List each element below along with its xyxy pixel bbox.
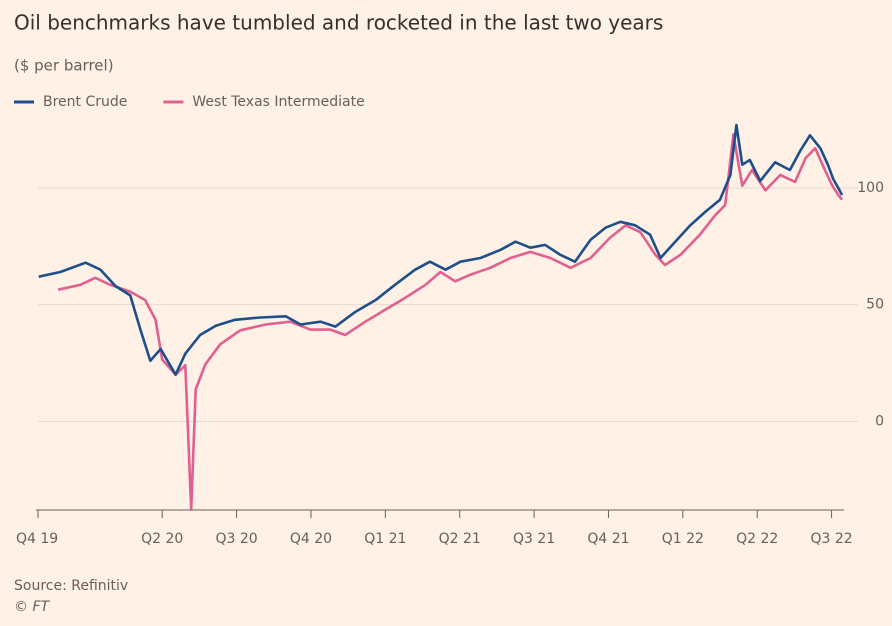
y-tick-label: 100 [857, 180, 884, 196]
plot [38, 123, 844, 511]
x-tick-label: Q2 22 [736, 531, 778, 547]
x-tick-label: Q2 21 [439, 531, 481, 547]
legend: Brent Crude West Texas Intermediate [14, 94, 365, 110]
axes: 0 50 100 Q4 19 Q2 20 Q3 20 Q4 20 Q1 21 Q2 21 Q3 2… [16, 180, 884, 547]
y-tick-label: 0 [875, 413, 884, 429]
credit: © FT [14, 599, 51, 615]
grid [38, 187, 858, 422]
x-tick-label: Q4 21 [587, 531, 629, 547]
x-tick-label: Q4 20 [290, 531, 332, 547]
x-tick-label: Q4 19 [16, 531, 58, 547]
x-tick-label: Q1 21 [364, 531, 406, 547]
x-tick-label: Q1 22 [662, 531, 704, 547]
x-tick-label: Q3 21 [513, 531, 555, 547]
y-tick-label: 50 [866, 297, 884, 313]
series-line [57, 133, 844, 511]
chart-subtitle: ($ per barrel) [14, 57, 114, 75]
legend-label: West Texas Intermediate [192, 94, 364, 110]
x-tick-label: Q3 20 [215, 531, 257, 547]
x-tick-label: Q2 20 [141, 531, 183, 547]
x-tick-label: Q3 22 [810, 531, 852, 547]
source: Source: Refinitiv [14, 578, 128, 594]
series-line [38, 123, 844, 376]
legend-label: Brent Crude [43, 94, 127, 110]
chart-title: Oil benchmarks have tumbled and rocketed… [14, 11, 663, 35]
